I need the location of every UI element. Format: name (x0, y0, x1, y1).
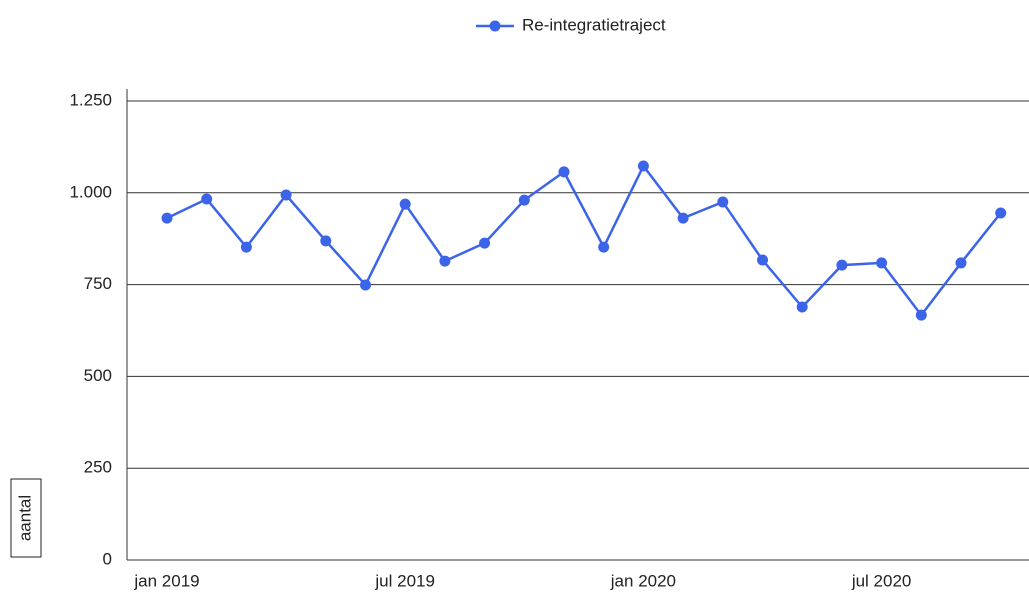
y-tick-label: 0 (103, 549, 112, 568)
data-point (320, 235, 332, 247)
x-tick-label: jul 2019 (374, 571, 435, 590)
y-tick-label: 1.250 (69, 90, 112, 109)
data-point (558, 166, 570, 178)
data-point (995, 207, 1007, 219)
data-point (677, 212, 689, 224)
y-axis-label-box: aantal (10, 478, 42, 558)
y-tick-label: 1.000 (69, 182, 112, 201)
data-point (637, 160, 649, 172)
data-point (836, 259, 848, 271)
data-point (201, 193, 213, 205)
data-point (240, 241, 252, 253)
data-point (161, 212, 173, 224)
data-point (479, 237, 491, 249)
y-tick-label: 250 (84, 458, 112, 477)
x-tick-label: jan 2020 (610, 571, 676, 590)
data-point (717, 196, 729, 208)
data-point (955, 257, 967, 269)
data-point (399, 198, 411, 210)
legend-label: Re-integratietraject (522, 15, 666, 34)
data-point (360, 279, 371, 291)
data-point (757, 254, 768, 266)
legend-marker (489, 20, 501, 32)
x-tick-label: jul 2020 (851, 571, 912, 590)
data-point (518, 194, 530, 206)
data-point (598, 241, 610, 253)
x-tick-label: jan 2019 (133, 571, 199, 590)
data-point (280, 189, 292, 201)
y-axis-label: aantal (15, 495, 34, 541)
series-line (166, 163, 1002, 318)
data-point (915, 309, 927, 321)
data-point (439, 255, 451, 267)
data-point (796, 301, 808, 313)
y-tick-label: 500 (84, 366, 112, 385)
y-tick-label: 750 (84, 274, 112, 293)
data-point (876, 257, 888, 269)
